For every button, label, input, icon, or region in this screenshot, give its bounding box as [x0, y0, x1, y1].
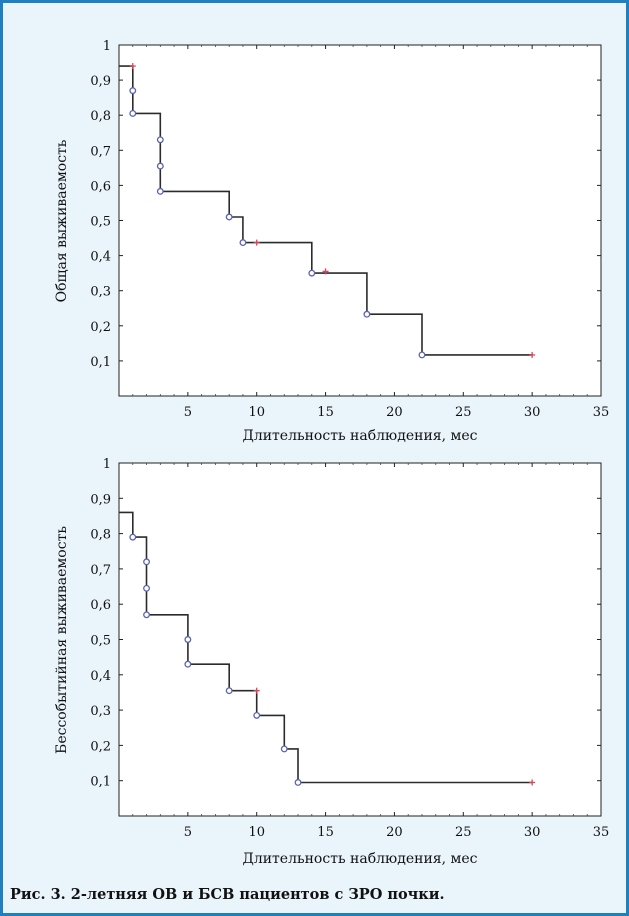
x-tick-label: 15 — [317, 405, 334, 420]
x-axis-title-0: Длительность наблюдения, мес — [242, 428, 477, 444]
y-tick-label: 0,7 — [90, 144, 111, 159]
event-marker — [129, 87, 137, 95]
event-marker — [294, 779, 302, 786]
y-tick-label: 0,6 — [90, 598, 111, 613]
chart-overall-survival: 0,1 0,2 0,3 0,4 0,5 0,6 0,7 0,8 0,9 1 5 10 15 20 25 30… — [54, 39, 609, 444]
y-tick-label: 0,5 — [90, 634, 111, 649]
y-tick-label: 0,3 — [90, 704, 111, 719]
series-1 — [119, 511, 536, 786]
y-tick-label: 1 — [103, 39, 111, 54]
event-marker — [225, 213, 233, 221]
x-tick-label: 30 — [524, 825, 541, 840]
x-tick-label: 10 — [248, 825, 265, 840]
x-ticks-1: 5 10 15 20 25 30 35 — [132, 463, 610, 840]
y-tick-label: 0,2 — [90, 320, 111, 335]
y-tick-label: 0,5 — [90, 215, 111, 230]
y-tick-label: 0,9 — [90, 74, 111, 89]
y-ticks-0: 0,1 0,2 0,3 0,4 0,5 0,6 0,7 0,8 0,9 1 — [90, 39, 601, 370]
event-marker — [129, 109, 137, 117]
x-axis-title-1: Длительность наблюдения, мес — [242, 851, 477, 867]
y-tick-label: 0,3 — [90, 285, 111, 300]
event-marker — [308, 269, 316, 277]
x-tick-label: 20 — [386, 405, 403, 420]
event-marker — [418, 351, 426, 359]
event-marker — [363, 310, 371, 318]
y-tick-label: 0,6 — [90, 179, 111, 194]
event-marker — [156, 162, 164, 170]
event-marker — [129, 533, 137, 541]
figure-svg: 0,10,20,30,40,50,60,70,80,91 5 10 15 20 25 30… — [54, 39, 609, 867]
y-axis-title-0: Общая выживаемость — [54, 139, 70, 302]
y-tick-label: 0,8 — [90, 528, 111, 543]
series-0 — [119, 63, 536, 359]
y-tick-label: 0,9 — [90, 492, 111, 507]
y-tick-label: 0,2 — [90, 739, 111, 754]
y-tick-label: 1 — [103, 457, 111, 472]
event-marker — [184, 636, 192, 643]
plot-area-0 — [118, 44, 602, 397]
event-marker — [184, 660, 192, 668]
x-tick-label: 35 — [593, 405, 610, 420]
event-marker — [253, 711, 261, 719]
y-tick-label: 0,1 — [90, 355, 111, 370]
x-tick-label: 15 — [317, 825, 334, 840]
y-tick-label: 0,4 — [90, 250, 111, 265]
figure-caption: Рис. 3. 2-летняя ОВ и БСВ пациентов с ЗР… — [10, 886, 445, 903]
x-ticks-0: 5 10 15 20 25 30 35 — [132, 45, 610, 420]
survival-step-line — [119, 511, 533, 784]
x-tick-label: 30 — [524, 405, 541, 420]
event-marker — [156, 187, 164, 195]
event-marker — [280, 745, 288, 753]
x-tick-label: 20 — [386, 825, 403, 840]
x-tick-label: 10 — [248, 405, 265, 420]
event-marker — [239, 239, 247, 247]
event-marker — [225, 687, 233, 695]
y-tick-label: 0,4 — [90, 669, 111, 684]
x-tick-label: 5 — [184, 405, 192, 420]
event-marker — [143, 611, 150, 619]
y-tick-label: 0,1 — [90, 775, 111, 790]
y-axis-title-1: Бессобытийная выживаемость — [54, 526, 70, 754]
x-tick-label: 25 — [455, 825, 472, 840]
event-marker — [143, 584, 150, 592]
event-marker — [143, 558, 150, 566]
y-tick-label: 0,7 — [90, 563, 111, 578]
event-marker — [156, 136, 164, 144]
x-tick-label: 5 — [184, 825, 192, 840]
x-tick-label: 35 — [593, 825, 610, 840]
plot-area-1 — [118, 462, 602, 817]
survival-step-line — [119, 65, 533, 356]
y-tick-label: 0,8 — [90, 109, 111, 124]
x-tick-label: 25 — [455, 405, 472, 420]
chart-event-free-survival: 0,1 0,2 0,3 0,4 0,5 0,6 0,7 0,8 0,9 1 5 10 15 20 25 30… — [54, 457, 609, 867]
y-ticks-1: 0,1 0,2 0,3 0,4 0,5 0,6 0,7 0,8 0,9 1 — [90, 457, 601, 790]
